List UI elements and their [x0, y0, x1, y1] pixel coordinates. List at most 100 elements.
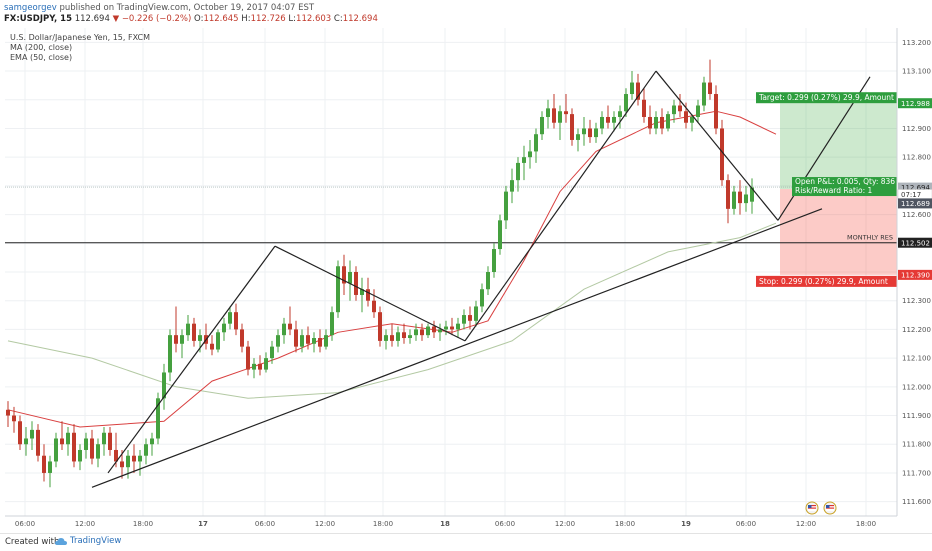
candle-84: [510, 168, 514, 204]
candle-74: [450, 317, 454, 336]
candle-100: [606, 105, 610, 129]
time-tick-6: 18:00: [373, 520, 393, 528]
stop-label: Stop: 0.299 (0.27%) 29.9, Amount: [756, 275, 897, 287]
candle-48: [294, 320, 298, 353]
candle-body-73: [444, 326, 448, 330]
candle-13: [84, 432, 88, 459]
candle-body-72: [438, 329, 442, 333]
candle-body-7: [48, 461, 52, 473]
candle-body-56: [342, 266, 346, 284]
candle-49: [300, 329, 304, 353]
low-label: L:: [288, 14, 297, 24]
trendline-main: [91, 208, 823, 488]
candle-body-2: [18, 421, 22, 445]
candle-body-122: [738, 191, 742, 204]
candle-31: [192, 317, 196, 347]
candle-body-117: [708, 82, 712, 95]
moving-averages: [7, 110, 777, 428]
stop-label-bg: [756, 275, 897, 287]
price-tick-14: 111.800: [902, 441, 931, 449]
price-label-bg-3: [898, 198, 932, 209]
candle-body-120: [726, 180, 730, 209]
candle-body-99: [600, 116, 604, 129]
candle-43: [264, 352, 268, 373]
candle-body-91: [552, 108, 556, 123]
candle-body-108: [654, 116, 658, 129]
price-chart[interactable]: MONTHLY RES Target: 0.299 (0.27%) 29.9, …: [0, 0, 932, 533]
pnl-label-bg: [792, 177, 897, 188]
candle-body-38: [234, 312, 238, 330]
candle-47: [288, 306, 292, 336]
candle-body-13: [84, 438, 88, 450]
candle-body-113: [684, 111, 688, 123]
price-tick-15: 111.700: [902, 469, 931, 477]
candle-body-94: [570, 114, 574, 140]
candle-body-86: [522, 157, 526, 163]
legend-instrument: U.S. Dollar/Japanese Yen, 15, FXCM: [10, 33, 150, 42]
candle-16: [102, 427, 106, 456]
candle-body-68: [414, 329, 418, 336]
candle-body-31: [192, 323, 196, 341]
candle-body-5: [36, 429, 40, 456]
candle-body-75: [456, 323, 460, 330]
candle-107: [648, 105, 652, 135]
candle-77: [468, 306, 472, 330]
candle-29: [180, 329, 184, 359]
price-label-text-5: 112.390: [901, 271, 930, 279]
target-label-text: Target: 0.299 (0.27%) 29.9, Amount: [758, 93, 894, 102]
candle-body-28: [174, 335, 178, 344]
price-label-text-0: 112.988: [901, 100, 930, 108]
candle-25: [156, 392, 160, 445]
candle-body-17: [108, 432, 112, 450]
candle-121: [732, 185, 736, 215]
candle-body-124: [750, 187, 754, 202]
event-flags: [805, 501, 837, 515]
candle-11: [72, 424, 76, 468]
ema50-line: [7, 110, 777, 428]
candle-body-93: [564, 111, 568, 115]
publish-text: published on TradingView.com, October 19…: [59, 3, 315, 13]
candle-21: [132, 444, 136, 473]
candle-39: [240, 323, 244, 353]
candle-body-21: [132, 455, 136, 462]
candle-66: [402, 323, 406, 344]
candle-body-107: [648, 116, 652, 129]
flag-stripe-b-1: [826, 507, 834, 509]
candle-63: [384, 329, 388, 350]
legend-ma[interactable]: MA (200, close): [10, 43, 73, 52]
chart-header: samgeorgev published on TradingView.com,…: [0, 0, 932, 26]
candle-body-29: [180, 335, 184, 344]
candle-body-41: [252, 363, 256, 370]
candle-115: [696, 99, 700, 123]
author-link[interactable]: samgeorgev: [4, 3, 57, 13]
price-tick-6: 112.600: [902, 211, 931, 219]
candle-108: [654, 111, 658, 135]
candle-4: [30, 421, 34, 450]
price-label-text-4: 112.502: [901, 239, 930, 247]
candle-body-48: [294, 329, 298, 347]
legend-ema[interactable]: EMA (50, close): [10, 53, 73, 62]
candle-body-44: [270, 346, 274, 359]
tradingview-brand[interactable]: TradingView: [70, 536, 122, 546]
candle-112: [678, 94, 682, 117]
candle-body-121: [732, 191, 736, 209]
candle-79: [480, 283, 484, 313]
candle-body-119: [720, 128, 724, 181]
time-tick-10: 18:00: [615, 520, 635, 528]
candle-62: [378, 306, 382, 347]
candle-body-45: [276, 335, 280, 347]
candle-body-96: [582, 128, 586, 135]
candle-28: [174, 306, 178, 353]
close-label: C:: [333, 14, 343, 24]
candle-body-22: [138, 455, 142, 462]
candle-body-71: [432, 326, 436, 333]
candle-26: [162, 363, 166, 410]
us-flag-icon-0: [805, 501, 819, 515]
time-tick-11: 19: [681, 520, 691, 528]
candle-111: [672, 99, 676, 123]
candle-body-88: [534, 134, 538, 152]
candle-27: [168, 329, 172, 382]
candle-body-85: [516, 162, 520, 181]
candle-102: [618, 105, 622, 129]
candle-body-16: [102, 432, 106, 445]
